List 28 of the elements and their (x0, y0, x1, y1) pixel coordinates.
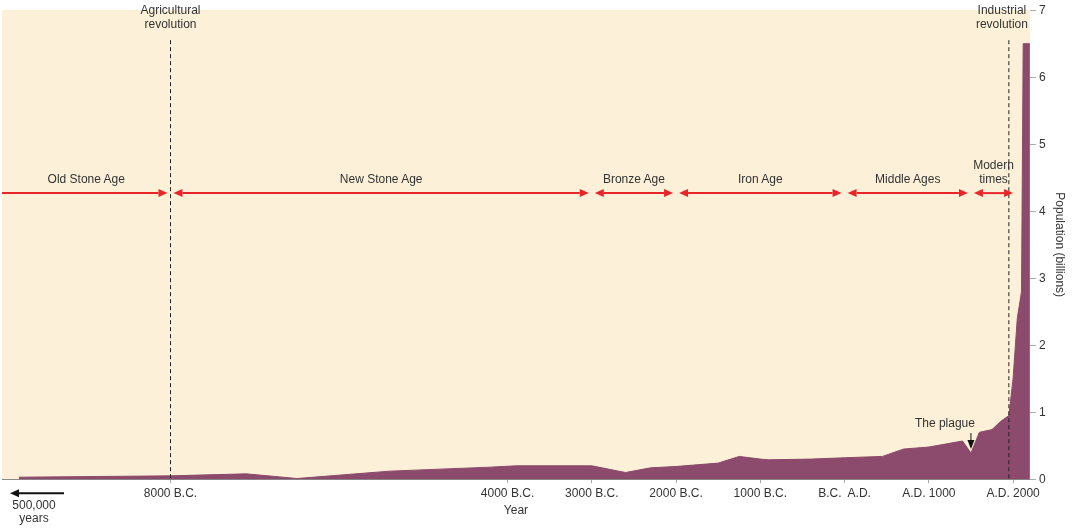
annotation: Iron Age (737, 172, 783, 187)
x-tick-label: 4000 B.C. (480, 485, 535, 500)
annotation: Bronze Age (602, 172, 666, 187)
annotation: Middle Ages (875, 172, 941, 187)
y-tick-label: 0 (1038, 471, 1046, 486)
annotation: New Stone Age (339, 172, 423, 187)
annotation: Modern times (973, 158, 1014, 187)
y-tick-label: 6 (1038, 69, 1046, 84)
x-tick-label: 3000 B.C. (565, 485, 619, 500)
x-axis-title: Year (503, 503, 529, 518)
x-tick-label: B.C. A.D. (818, 485, 871, 500)
y-tick-label: 5 (1038, 136, 1046, 151)
x-tick-label: 2000 B.C. (649, 485, 703, 500)
annotation: The plague (914, 416, 976, 431)
y-axis-title: Population (billions) (1053, 192, 1068, 298)
y-tick-label: 4 (1038, 203, 1046, 218)
y-tick-label: 7 (1038, 2, 1046, 17)
ref-line-label: Agricultural revolution (140, 3, 201, 32)
x-tick-label: 1000 B.C. (733, 485, 787, 500)
y-tick-label: 1 (1038, 404, 1046, 419)
annotation: Old Stone Age (47, 172, 126, 187)
y-tick-label: 3 (1038, 270, 1046, 285)
x-tick-label: A.D. 1000 (902, 485, 956, 500)
x-tick-label: A.D. 2000 (986, 485, 1041, 500)
y-tick-label: 2 (1038, 337, 1046, 352)
x-tick-label: 8000 B.C. (143, 485, 198, 500)
text: 500,000 years (12, 498, 57, 526)
ref-line-label: Industrial revolution (975, 3, 1028, 32)
